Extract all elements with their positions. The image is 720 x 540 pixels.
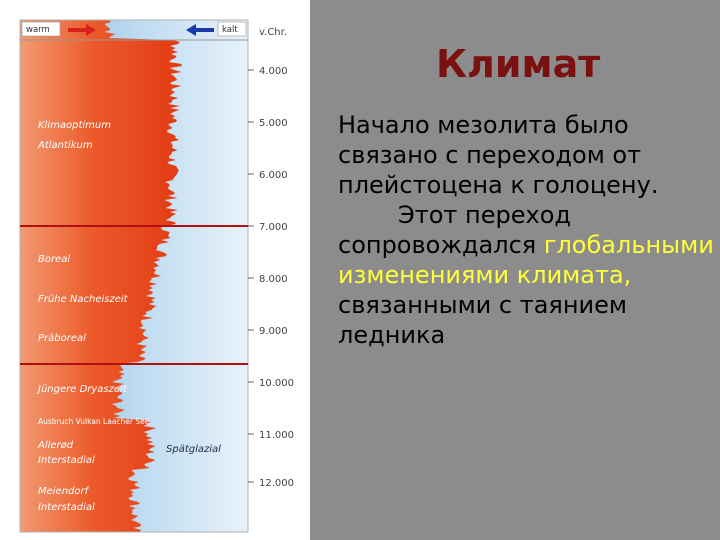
period-label: Frühe Nacheiszeit — [38, 294, 129, 305]
axis-unit-label: v.Chr. — [259, 27, 287, 38]
highlighted-text: глобальными изменениями климата, — [338, 231, 714, 289]
warm-arrow-icon — [68, 24, 96, 36]
period-label: Präboreal — [38, 333, 86, 344]
axis-tick-label: 8.000 — [259, 274, 288, 285]
axis-tick-label: 6.000 — [259, 170, 288, 181]
period-label: Ausbruch Vulkan Laacher See — [38, 417, 150, 426]
warm-curve-area — [20, 20, 182, 532]
period-labels: Klimaoptimum Atlantikum Boreal Frühe Nachei… — [36, 120, 221, 513]
paragraph-2-tail: связанными с таянием ледника — [338, 291, 628, 349]
warm-label-box — [21, 21, 61, 37]
paragraph-1: Начало мезолита было связано с переходом… — [338, 111, 659, 199]
period-label: Atlantikum — [37, 140, 93, 151]
axis-tick-label: 11.000 — [259, 430, 294, 441]
period-label: Jüngere Dryaszeit — [36, 384, 128, 395]
slide-body: Начало мезолита было связано с переходом… — [338, 110, 714, 350]
axis-tick-label: 7.000 — [259, 222, 288, 233]
cold-label-box — [217, 21, 247, 37]
axis-ticks: 4.000 5.000 6.000 7.000 8.000 9.000 10.000 11.0… — [248, 66, 294, 489]
period-label: Allerød — [37, 440, 74, 451]
cold-arrow-icon — [186, 24, 214, 36]
period-label: Interstadial — [38, 502, 95, 513]
cold-label: kalt — [222, 25, 238, 35]
chart-frame — [19, 19, 249, 533]
period-label: Spätglazial — [166, 444, 221, 455]
paragraph-2: Этот переход сопровождался глобальными и… — [338, 200, 714, 350]
axis-tick-label: 4.000 — [259, 66, 288, 77]
warm-label: warm — [26, 25, 50, 35]
axis-tick-label: 10.000 — [259, 378, 294, 389]
climate-curve-figure: warm kalt v.Chr. 4.000 5.000 6.000 7.000 8.0… — [19, 19, 294, 533]
axis-tick-label: 12.000 — [259, 478, 294, 489]
period-label: Meiendorf — [38, 486, 90, 497]
period-label: Interstadial — [38, 455, 95, 466]
slide-title: Климат — [436, 42, 601, 86]
period-label: Klimaoptimum — [38, 120, 111, 131]
axis-tick-label: 5.000 — [259, 118, 288, 129]
axis-tick-label: 9.000 — [259, 326, 288, 337]
period-label: Boreal — [38, 254, 70, 265]
climate-chart-panel: warm kalt v.Chr. 4.000 5.000 6.000 7.000 8.0… — [0, 0, 310, 540]
paragraph-2-lead: Этот переход сопровождался — [338, 201, 571, 259]
